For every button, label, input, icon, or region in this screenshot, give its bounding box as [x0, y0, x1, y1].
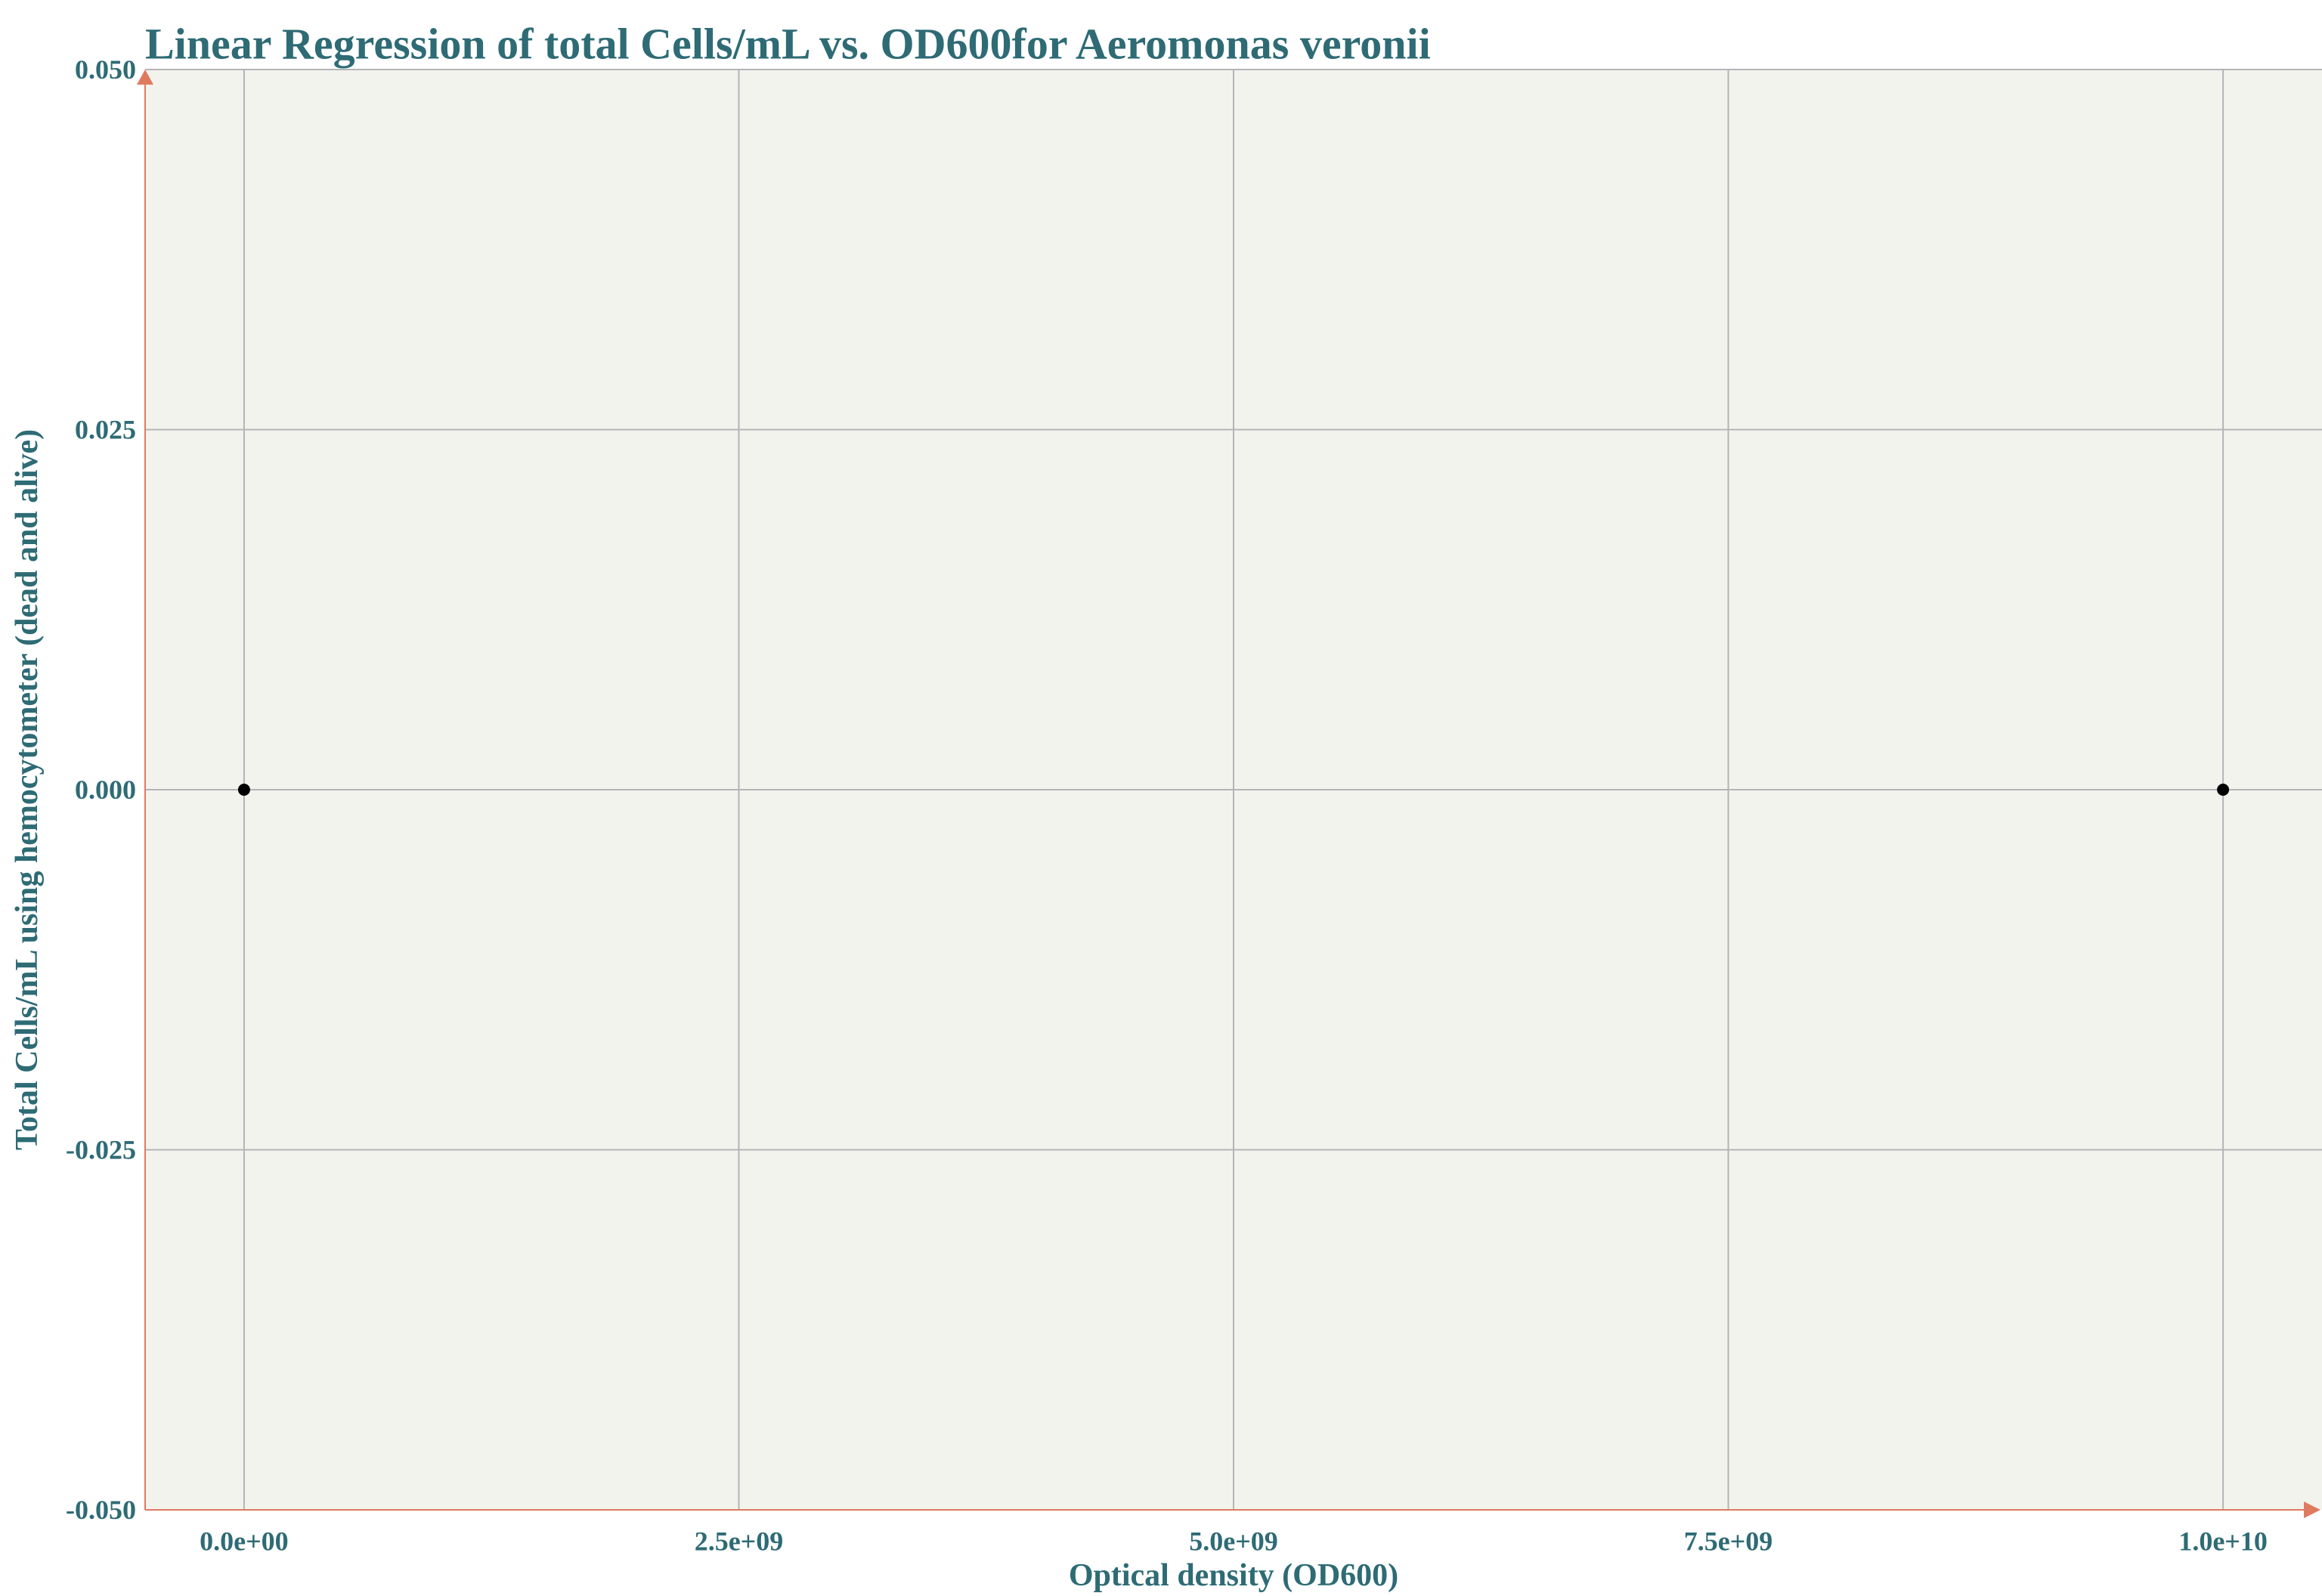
- y-tick-label: 0.050: [75, 54, 136, 85]
- y-tick-label: 0.025: [75, 415, 136, 445]
- x-axis-title: Optical density (OD600): [1069, 1558, 1398, 1593]
- x-tick-label: 5.0e+09: [1189, 1526, 1278, 1557]
- grid-lines: [145, 69, 2322, 1510]
- tick-labels: 0.0e+00 2.5e+09 5.0e+09 7.5e+09 1.0e+10 -0.05…: [66, 54, 2268, 1557]
- data-point: [237, 784, 250, 796]
- chart-title: Linear Regression of total Cells/mL vs. …: [145, 20, 1431, 69]
- data-point: [2217, 784, 2230, 796]
- x-tick-label: 7.5e+09: [1684, 1526, 1773, 1557]
- y-axis-arrow-icon: [137, 70, 153, 85]
- axes: [137, 70, 2320, 1518]
- x-tick-label: 0.0e+00: [200, 1526, 289, 1557]
- y-tick-label: 0.000: [75, 775, 136, 805]
- y-tick-label: -0.025: [66, 1135, 136, 1165]
- x-tick-label: 1.0e+10: [2178, 1526, 2268, 1557]
- x-axis-arrow-icon: [2304, 1502, 2320, 1518]
- x-tick-label: 2.5e+09: [695, 1526, 784, 1557]
- data-points: [237, 784, 2230, 796]
- y-tick-label: -0.050: [66, 1495, 136, 1525]
- y-axis-title: Total Cells/mL using hemocytometer (dead…: [10, 429, 45, 1150]
